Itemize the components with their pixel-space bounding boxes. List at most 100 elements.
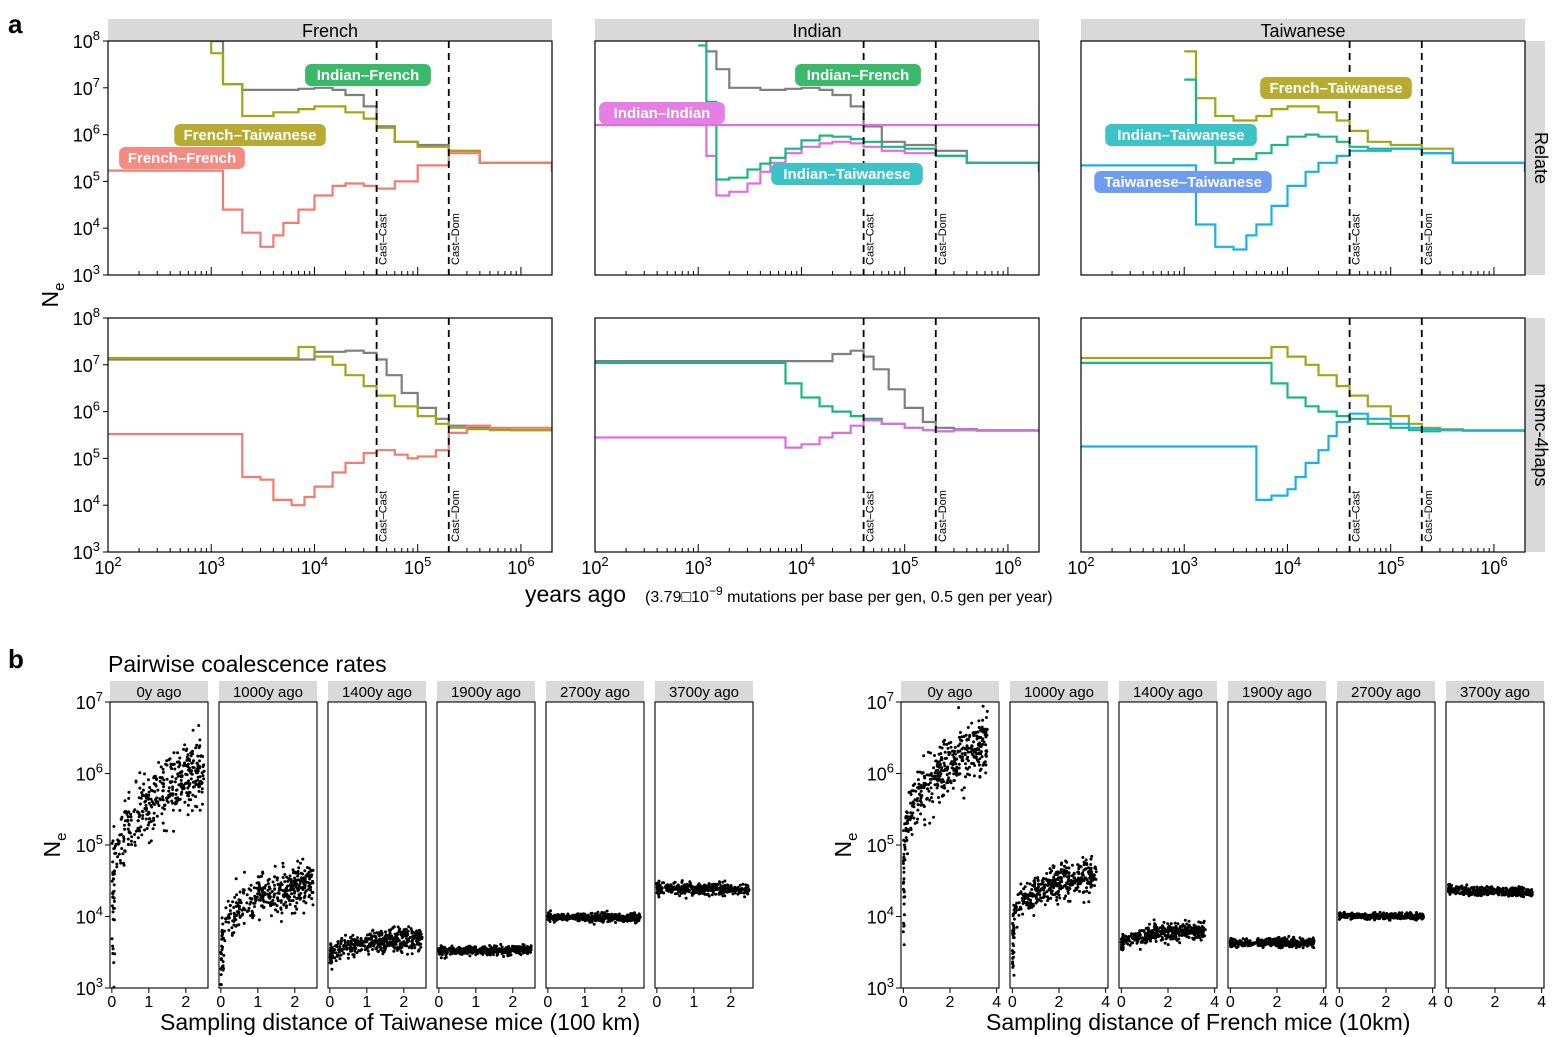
scatter-point xyxy=(1272,939,1276,943)
scatter-point xyxy=(660,881,664,885)
scatter-point xyxy=(978,735,982,739)
scatter-point xyxy=(381,942,385,946)
scatter-point xyxy=(1202,919,1206,923)
scatter-point xyxy=(1059,863,1063,867)
x-tick-label-base: 10 xyxy=(891,558,911,578)
scatter-point xyxy=(195,743,199,747)
scatter-point xyxy=(261,899,265,902)
column-strip-label-french: French xyxy=(302,21,358,41)
scatter-point xyxy=(618,917,622,921)
scatter-point xyxy=(297,888,301,892)
scatter-point xyxy=(1166,935,1170,939)
scatter-point xyxy=(123,810,127,814)
scatter-point xyxy=(162,778,166,782)
scatter-point xyxy=(1269,944,1273,948)
scatter-point xyxy=(220,948,224,952)
scatter-point xyxy=(929,786,933,790)
scatter-point xyxy=(187,794,191,798)
y-tick-label-exp: 7 xyxy=(93,352,100,367)
scatter-point xyxy=(1181,932,1185,936)
scatter-point xyxy=(941,793,945,797)
scatter-point xyxy=(334,959,338,963)
scatter-point xyxy=(1057,893,1061,897)
scatter-point xyxy=(1246,941,1250,945)
scatter-point xyxy=(266,888,270,892)
scatter-point xyxy=(368,932,372,936)
scatter-point xyxy=(1085,863,1089,866)
scatter-point xyxy=(1029,902,1032,906)
scatter-point xyxy=(301,857,305,861)
series-line-indian-french xyxy=(705,41,1039,172)
scatter-point xyxy=(346,939,350,943)
scatter-point xyxy=(380,933,384,937)
scatter-point xyxy=(359,937,363,940)
row-strip-label-0: Relate xyxy=(1531,132,1551,184)
scatter-point xyxy=(227,920,231,924)
scatter-point xyxy=(1122,937,1125,941)
scatter-point xyxy=(1056,870,1060,874)
scatter-point xyxy=(198,744,202,748)
scatter-point xyxy=(124,819,127,823)
scatter-point xyxy=(1021,899,1025,903)
x-tick-label: 1 xyxy=(253,994,262,1011)
scatter-point xyxy=(1288,945,1291,949)
scatter-point xyxy=(966,746,970,750)
scatter-point xyxy=(392,949,396,953)
scatter-point xyxy=(161,789,165,793)
scatter-point xyxy=(196,778,200,782)
scatter-point xyxy=(1255,941,1259,945)
scatter-point xyxy=(281,876,285,879)
scatter-point xyxy=(219,952,223,956)
scatter-point xyxy=(1066,878,1070,882)
scatter-point xyxy=(114,851,118,855)
scatter-point xyxy=(198,766,202,770)
scatter-point xyxy=(1059,868,1063,872)
facet-frame xyxy=(218,701,318,989)
x-tick-label-exp: 3 xyxy=(705,554,712,569)
series-label-box xyxy=(174,124,326,146)
scatter-point xyxy=(170,793,173,796)
scatter-point xyxy=(1194,929,1198,933)
scatter-point xyxy=(167,793,171,797)
scatter-point xyxy=(270,900,274,904)
scatter-point xyxy=(903,895,907,899)
column-strip-label-taiwanese: Taiwanese xyxy=(1260,21,1345,41)
y-tick-label-exp: 4 xyxy=(93,215,100,230)
scatter-point xyxy=(688,889,691,893)
scatter-point xyxy=(249,888,253,892)
scatter-point xyxy=(936,779,940,782)
scatter-point xyxy=(1064,894,1068,898)
scatter-point xyxy=(1049,896,1053,900)
scatter-point xyxy=(126,815,130,819)
scatter-point xyxy=(904,829,908,833)
scatter-point xyxy=(720,884,723,888)
scatter-point xyxy=(1276,937,1280,941)
scatter-point xyxy=(250,897,254,901)
scatter-point xyxy=(372,944,376,948)
scatter-point xyxy=(937,796,940,799)
scatter-point xyxy=(947,776,951,780)
scatter-point xyxy=(293,876,297,880)
scatter-point xyxy=(373,931,376,935)
scatter-point xyxy=(970,762,974,765)
scatter-point xyxy=(928,781,932,785)
scatter-point xyxy=(972,774,976,778)
scatter-point xyxy=(714,892,718,896)
scatter-point xyxy=(292,895,296,899)
facet-frame xyxy=(436,701,536,989)
scatter-point xyxy=(288,903,292,906)
y-tick-label: 107 xyxy=(867,689,894,713)
scatter-point xyxy=(1160,932,1164,936)
scatter-point xyxy=(1063,884,1067,887)
x-tick-label: 4 xyxy=(1101,994,1110,1011)
facet-frame xyxy=(654,701,754,989)
scatter-point xyxy=(200,782,203,786)
scatter-point xyxy=(145,827,149,830)
scatter-point xyxy=(279,907,283,911)
scatter-point xyxy=(596,910,600,914)
scatter-point xyxy=(344,944,348,948)
scatter-point xyxy=(465,952,469,955)
scatter-point xyxy=(232,906,236,909)
